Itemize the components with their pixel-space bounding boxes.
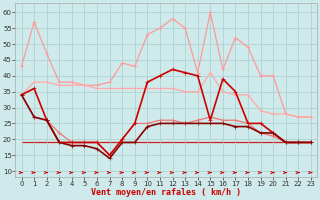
X-axis label: Vent moyen/en rafales ( km/h ): Vent moyen/en rafales ( km/h ) [91, 188, 241, 197]
